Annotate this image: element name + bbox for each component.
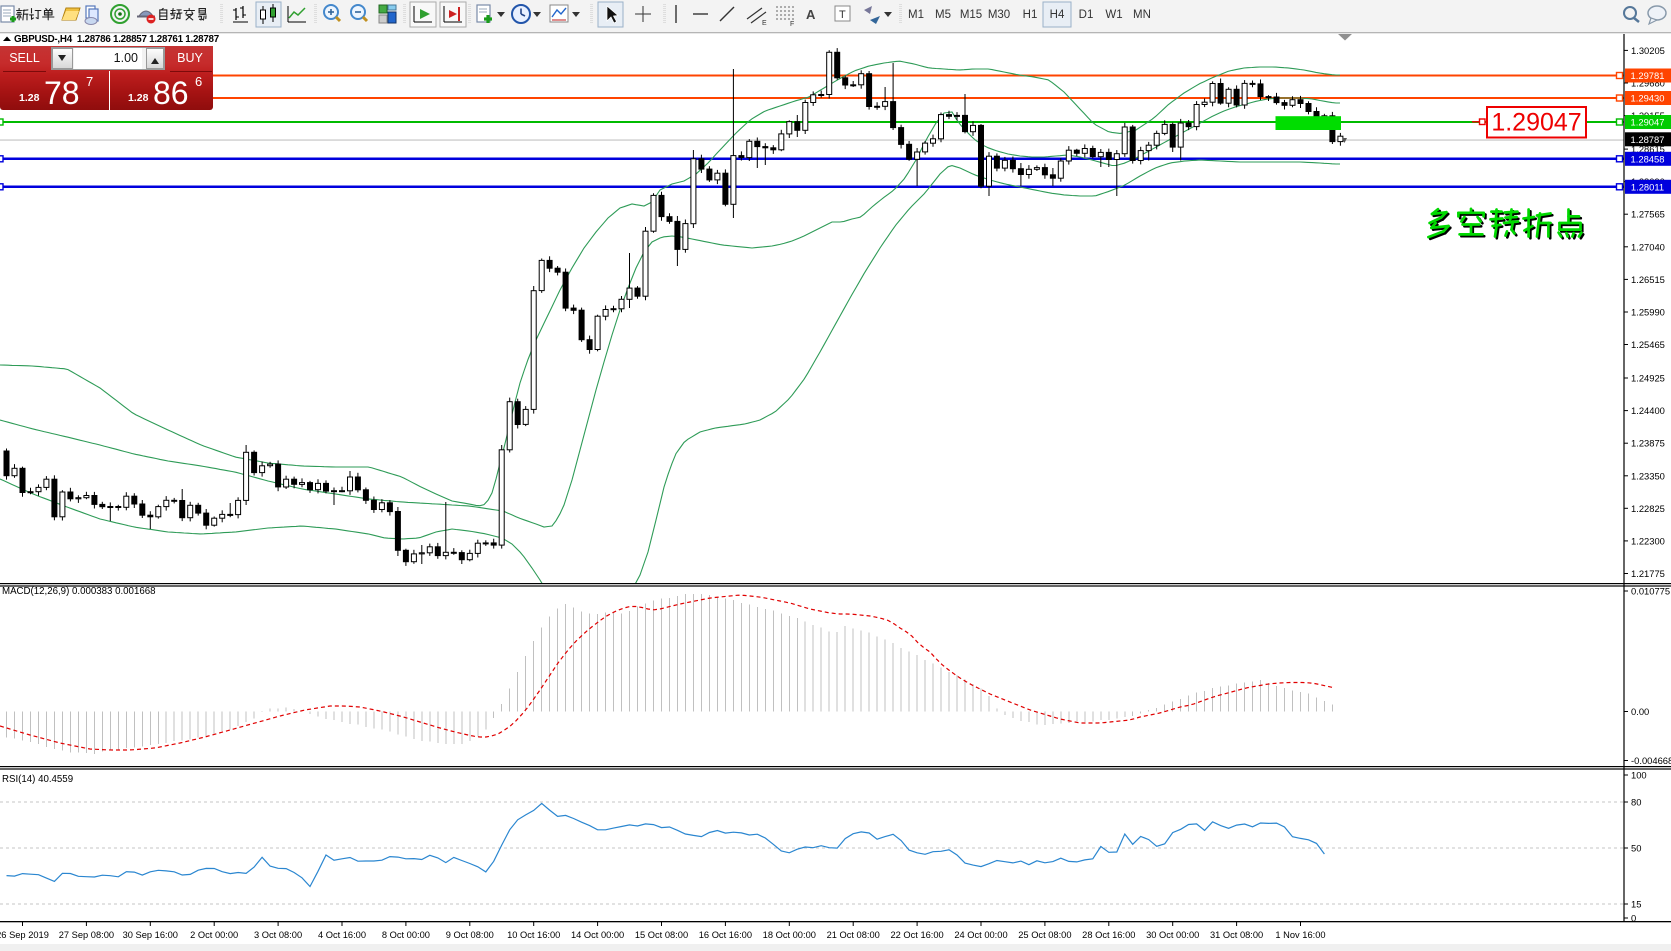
svg-text:1.25990: 1.25990 bbox=[1631, 307, 1665, 318]
svg-text:1.28615: 1.28615 bbox=[1631, 144, 1665, 155]
svg-text:24 Oct 00:00: 24 Oct 00:00 bbox=[954, 930, 1007, 940]
svg-text:4 Oct 16:00: 4 Oct 16:00 bbox=[318, 930, 366, 940]
svg-text:GBPUSD-,H4 1.28786 1.28857 1.: GBPUSD-,H4 1.28786 1.28857 1.28761 1.287… bbox=[14, 34, 220, 45]
svg-text:1.29047: 1.29047 bbox=[1491, 109, 1581, 137]
svg-text:1.24400: 1.24400 bbox=[1631, 405, 1665, 416]
svg-text:1.29430: 1.29430 bbox=[1631, 93, 1665, 104]
svg-text:W1: W1 bbox=[1105, 9, 1122, 21]
svg-text:1 Nov 16:00: 1 Nov 16:00 bbox=[1275, 930, 1325, 940]
svg-text:21 Oct 08:00: 21 Oct 08:00 bbox=[827, 930, 880, 940]
svg-text:H4: H4 bbox=[1050, 9, 1065, 21]
svg-text:1.28011: 1.28011 bbox=[1631, 181, 1664, 192]
svg-text:30 Oct 00:00: 30 Oct 00:00 bbox=[1146, 930, 1199, 940]
svg-text:A: A bbox=[806, 7, 816, 22]
svg-text:26 Sep 2019: 26 Sep 2019 bbox=[0, 930, 49, 940]
svg-text:15 Oct 08:00: 15 Oct 08:00 bbox=[635, 930, 688, 940]
svg-text:25 Oct 08:00: 25 Oct 08:00 bbox=[1018, 930, 1071, 940]
svg-text:14 Oct 00:00: 14 Oct 00:00 bbox=[571, 930, 624, 940]
svg-text:9 Oct 08:00: 9 Oct 08:00 bbox=[446, 930, 494, 940]
svg-text:H1: H1 bbox=[1023, 9, 1038, 21]
svg-text:27 Sep 08:00: 27 Sep 08:00 bbox=[59, 930, 114, 940]
svg-text:10 Oct 16:00: 10 Oct 16:00 bbox=[507, 930, 560, 940]
svg-text:8 Oct 00:00: 8 Oct 00:00 bbox=[382, 930, 430, 940]
svg-text:1.26515: 1.26515 bbox=[1631, 274, 1665, 285]
svg-text:16 Oct 16:00: 16 Oct 16:00 bbox=[699, 930, 752, 940]
svg-text:MACD(12,26,9) 0.000383 0.00166: MACD(12,26,9) 0.000383 0.001668 bbox=[2, 586, 156, 597]
svg-text:1.23875: 1.23875 bbox=[1631, 438, 1665, 449]
svg-text:0: 0 bbox=[1631, 913, 1636, 924]
svg-text:M30: M30 bbox=[988, 9, 1010, 21]
svg-text:M15: M15 bbox=[960, 9, 982, 21]
svg-text:0.010775: 0.010775 bbox=[1631, 586, 1670, 597]
svg-text:2 Oct 00:00: 2 Oct 00:00 bbox=[190, 930, 238, 940]
svg-text:3 Oct 08:00: 3 Oct 08:00 bbox=[254, 930, 302, 940]
svg-text:1.27565: 1.27565 bbox=[1631, 209, 1665, 220]
svg-text:1.29781: 1.29781 bbox=[1631, 70, 1665, 81]
svg-text:30 Sep 16:00: 30 Sep 16:00 bbox=[123, 930, 178, 940]
svg-text:1.28787: 1.28787 bbox=[1631, 134, 1665, 145]
svg-text:1.23350: 1.23350 bbox=[1631, 470, 1665, 481]
svg-text:M1: M1 bbox=[908, 9, 924, 21]
svg-text:22 Oct 16:00: 22 Oct 16:00 bbox=[890, 930, 943, 940]
svg-text:28 Oct 16:00: 28 Oct 16:00 bbox=[1082, 930, 1135, 940]
svg-text:1.25465: 1.25465 bbox=[1631, 339, 1665, 350]
svg-text:E: E bbox=[762, 20, 767, 27]
svg-text:1.21775: 1.21775 bbox=[1631, 568, 1665, 579]
svg-text:MN: MN bbox=[1133, 9, 1151, 21]
svg-text:1.29680: 1.29680 bbox=[1631, 78, 1665, 89]
svg-text:F: F bbox=[790, 21, 794, 28]
svg-text:100: 100 bbox=[1631, 770, 1647, 781]
svg-text:1.29047: 1.29047 bbox=[1631, 117, 1665, 128]
svg-text:1.28458: 1.28458 bbox=[1631, 153, 1665, 164]
svg-text:50: 50 bbox=[1631, 843, 1641, 854]
svg-text:80: 80 bbox=[1631, 797, 1641, 808]
svg-text:0.00: 0.00 bbox=[1631, 706, 1649, 717]
svg-text:1.22825: 1.22825 bbox=[1631, 503, 1665, 514]
svg-text:RSI(14) 40.4559: RSI(14) 40.4559 bbox=[2, 774, 73, 785]
svg-text:M5: M5 bbox=[935, 9, 951, 21]
svg-text:31 Oct 08:00: 31 Oct 08:00 bbox=[1210, 930, 1263, 940]
svg-text:-0.004668: -0.004668 bbox=[1631, 755, 1671, 766]
svg-text:D1: D1 bbox=[1079, 9, 1094, 21]
svg-text:1.22300: 1.22300 bbox=[1631, 535, 1665, 546]
svg-text:18 Oct 00:00: 18 Oct 00:00 bbox=[763, 930, 816, 940]
svg-text:15: 15 bbox=[1631, 899, 1641, 910]
svg-text:1.27040: 1.27040 bbox=[1631, 241, 1665, 252]
svg-text:T: T bbox=[839, 9, 846, 21]
svg-text:1.24925: 1.24925 bbox=[1631, 373, 1665, 384]
svg-text:1.30205: 1.30205 bbox=[1631, 45, 1665, 56]
